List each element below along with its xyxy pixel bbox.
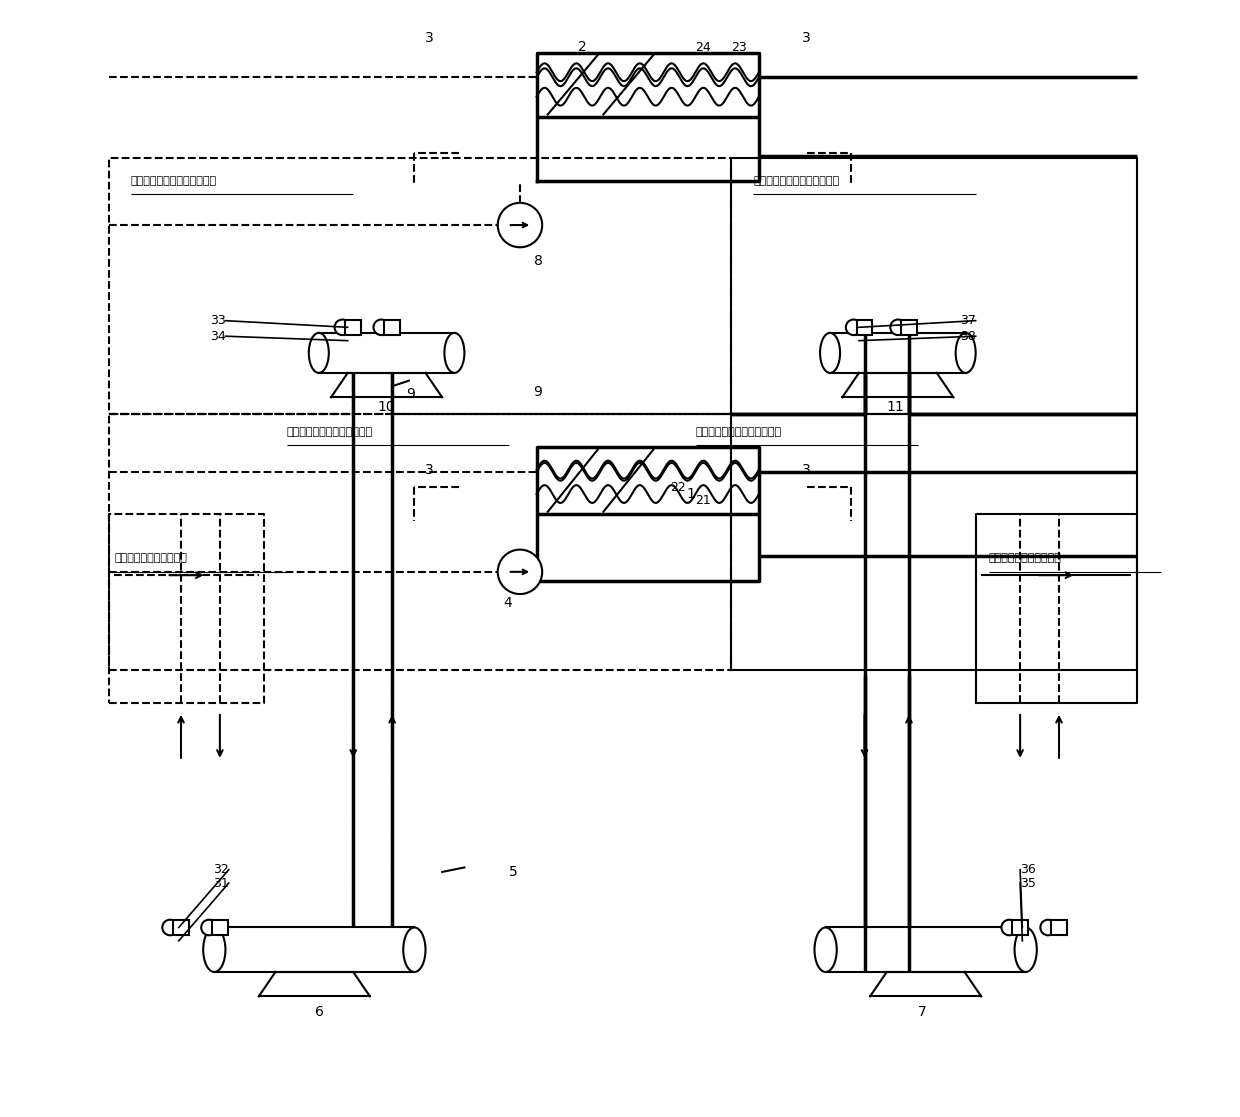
- Text: 3: 3: [424, 462, 433, 477]
- Text: 3: 3: [424, 31, 433, 46]
- Ellipse shape: [444, 333, 465, 373]
- Ellipse shape: [309, 333, 329, 373]
- Circle shape: [846, 319, 862, 335]
- Text: 3: 3: [802, 31, 811, 46]
- Text: 11: 11: [887, 400, 904, 414]
- Ellipse shape: [815, 927, 837, 972]
- Ellipse shape: [956, 333, 976, 373]
- Text: 4: 4: [503, 596, 512, 610]
- Circle shape: [1002, 919, 1017, 935]
- Circle shape: [890, 319, 906, 335]
- Text: 7: 7: [918, 1005, 926, 1019]
- Bar: [830, 333, 966, 373]
- Circle shape: [335, 319, 350, 335]
- Text: 36: 36: [1021, 863, 1035, 876]
- Bar: [215, 927, 414, 972]
- Bar: [1052, 919, 1066, 935]
- Text: 接四管制空调区末端热水供水: 接四管制空调区末端热水供水: [754, 175, 839, 185]
- Circle shape: [497, 203, 542, 247]
- Text: 10: 10: [378, 400, 396, 414]
- Text: 34: 34: [210, 330, 226, 343]
- Circle shape: [201, 919, 217, 935]
- Bar: [901, 319, 916, 335]
- Text: 接四管制空调区末端冷水回水: 接四管制空调区末端冷水回水: [286, 427, 373, 437]
- Circle shape: [497, 550, 542, 594]
- Text: 35: 35: [1021, 877, 1035, 889]
- Bar: [857, 319, 872, 335]
- Text: 31: 31: [213, 877, 228, 889]
- Text: 6: 6: [315, 1005, 325, 1019]
- Bar: [212, 919, 228, 935]
- Text: 8: 8: [534, 254, 543, 268]
- Text: 38: 38: [960, 330, 976, 343]
- Text: 1: 1: [687, 487, 696, 502]
- Circle shape: [1040, 919, 1056, 935]
- Text: 21: 21: [696, 494, 712, 507]
- Text: 接两管制空调区末端回水: 接两管制空调区末端回水: [114, 554, 187, 563]
- Text: 32: 32: [213, 863, 228, 876]
- Circle shape: [162, 919, 177, 935]
- Text: 9: 9: [533, 384, 542, 399]
- Text: 3: 3: [802, 462, 811, 477]
- Text: 37: 37: [960, 314, 976, 327]
- Bar: [384, 319, 401, 335]
- Text: 接四管制空调区末端热水回水: 接四管制空调区末端热水回水: [131, 175, 217, 185]
- Bar: [1012, 919, 1028, 935]
- Ellipse shape: [820, 333, 839, 373]
- Bar: [826, 927, 1025, 972]
- Text: 接两管制空调区末端供水: 接两管制空调区末端供水: [990, 554, 1061, 563]
- Text: 5: 5: [508, 865, 517, 879]
- Text: 9: 9: [407, 386, 415, 401]
- Text: 2: 2: [578, 40, 587, 55]
- Text: 23: 23: [732, 40, 746, 54]
- Circle shape: [373, 319, 389, 335]
- Text: 22: 22: [670, 480, 686, 494]
- Text: 接四管制空调区末端冷水供水: 接四管制空调区末端冷水供水: [696, 427, 781, 437]
- Bar: [319, 333, 454, 373]
- Text: 24: 24: [696, 40, 712, 54]
- Text: 33: 33: [210, 314, 226, 327]
- Ellipse shape: [403, 927, 425, 972]
- Bar: [346, 319, 361, 335]
- Ellipse shape: [1014, 927, 1037, 972]
- Ellipse shape: [203, 927, 226, 972]
- Bar: [174, 919, 188, 935]
